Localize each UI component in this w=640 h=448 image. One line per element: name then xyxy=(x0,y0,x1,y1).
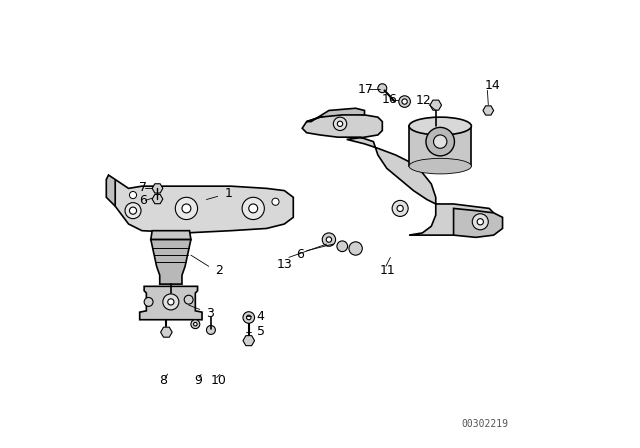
Polygon shape xyxy=(115,180,293,233)
Polygon shape xyxy=(243,336,255,346)
Circle shape xyxy=(193,323,197,326)
Circle shape xyxy=(207,326,216,334)
Circle shape xyxy=(402,99,407,104)
Polygon shape xyxy=(302,113,493,235)
Circle shape xyxy=(272,198,279,205)
Circle shape xyxy=(129,207,136,214)
Text: 13: 13 xyxy=(277,258,292,271)
Circle shape xyxy=(184,295,193,304)
Text: 8: 8 xyxy=(159,374,167,387)
Circle shape xyxy=(399,96,410,108)
Text: 17: 17 xyxy=(358,82,374,95)
Circle shape xyxy=(333,117,347,130)
Polygon shape xyxy=(307,108,365,121)
Text: 7: 7 xyxy=(139,181,147,194)
Circle shape xyxy=(337,241,348,252)
Polygon shape xyxy=(151,231,191,240)
Polygon shape xyxy=(483,106,493,115)
Polygon shape xyxy=(151,240,191,284)
Circle shape xyxy=(349,242,362,255)
Text: 2: 2 xyxy=(216,264,223,277)
Text: 3: 3 xyxy=(207,306,214,319)
Circle shape xyxy=(243,312,255,323)
Text: 6: 6 xyxy=(296,248,304,261)
Circle shape xyxy=(472,214,488,230)
Text: 14: 14 xyxy=(484,78,500,91)
Polygon shape xyxy=(140,286,202,320)
Circle shape xyxy=(163,294,179,310)
Circle shape xyxy=(144,297,153,306)
Text: 10: 10 xyxy=(211,374,227,387)
Circle shape xyxy=(326,237,332,242)
Text: 00302219: 00302219 xyxy=(461,419,508,429)
Circle shape xyxy=(392,200,408,216)
Circle shape xyxy=(242,197,264,220)
Circle shape xyxy=(246,315,251,320)
Circle shape xyxy=(477,219,483,225)
Circle shape xyxy=(249,204,258,213)
Ellipse shape xyxy=(409,117,472,135)
Text: 9: 9 xyxy=(195,374,202,387)
Circle shape xyxy=(322,233,335,246)
Circle shape xyxy=(129,191,136,198)
Circle shape xyxy=(191,320,200,329)
Polygon shape xyxy=(152,184,163,193)
Ellipse shape xyxy=(409,158,472,174)
Text: 1: 1 xyxy=(224,187,232,200)
Polygon shape xyxy=(152,194,163,204)
Circle shape xyxy=(378,84,387,93)
Polygon shape xyxy=(454,208,502,237)
Circle shape xyxy=(175,197,198,220)
Circle shape xyxy=(397,205,403,211)
Text: 6: 6 xyxy=(139,194,147,207)
Text: 5: 5 xyxy=(257,325,265,338)
Polygon shape xyxy=(430,100,442,110)
Bar xyxy=(409,126,472,166)
Text: 4: 4 xyxy=(257,310,265,323)
Circle shape xyxy=(168,299,174,305)
Text: 16: 16 xyxy=(381,93,397,106)
Circle shape xyxy=(182,204,191,213)
Polygon shape xyxy=(161,327,172,337)
Polygon shape xyxy=(106,175,115,206)
Circle shape xyxy=(426,127,454,156)
Circle shape xyxy=(433,135,447,148)
Circle shape xyxy=(125,202,141,219)
Text: 11: 11 xyxy=(380,264,396,277)
Circle shape xyxy=(337,121,342,126)
Text: 12: 12 xyxy=(416,94,431,107)
